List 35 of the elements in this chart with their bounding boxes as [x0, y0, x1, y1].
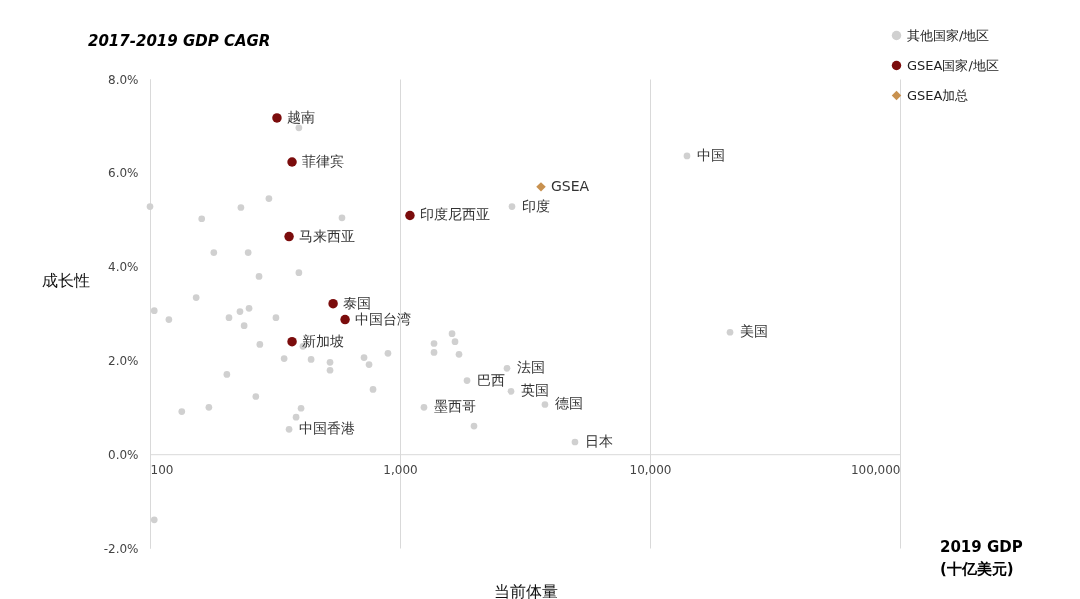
annotation: 越南	[286, 108, 315, 125]
annotation: 新加坡	[302, 332, 345, 349]
annotation: 巴西	[477, 371, 506, 388]
y-tick-label: 6.0%	[108, 166, 139, 181]
legend-label: 其他国家/地区	[907, 27, 990, 43]
annotation: 中国香港	[299, 420, 356, 437]
y-tick-label: -2.0%	[103, 541, 139, 556]
x-tick-label: 100	[150, 462, 174, 477]
annotation: 中国	[697, 146, 725, 163]
annotation: 菲律宾	[302, 153, 345, 170]
annotation: 印度	[521, 197, 550, 214]
annotation: 德国	[554, 395, 583, 412]
y-tick-label: 2.0%	[108, 353, 139, 368]
y-axis-title: 成长性	[41, 271, 90, 290]
x-tick-label: 10,000	[629, 462, 672, 477]
y-tick-label: 0.0%	[108, 447, 139, 462]
annotation: 马来西亚	[299, 227, 356, 244]
x-tick-label: 1,000	[383, 462, 418, 477]
annotation: 法国	[517, 359, 546, 376]
chart-title: 2017-2019 GDP CAGR	[88, 32, 271, 50]
annotation: 美国	[740, 323, 769, 340]
text: 2019 GDP (十亿美元)	[940, 538, 1023, 578]
y-tick-label: 4.0%	[108, 260, 139, 275]
annotation: 英国	[521, 382, 550, 399]
annotation: 墨西哥	[433, 398, 476, 415]
x-tick-label: 100,000	[850, 462, 901, 477]
y-tick-label: 8.0%	[108, 72, 139, 87]
annotation: GSEA	[550, 177, 590, 194]
annotation: 印度尼西亚	[419, 206, 490, 223]
x-axis-title: 当前体量	[493, 581, 558, 599]
annotation: 中国台湾	[355, 310, 412, 327]
legend-label: GSEA国家/地区	[907, 57, 999, 73]
annotation: 泰国	[343, 294, 372, 311]
annotation: 日本	[584, 433, 613, 450]
legend-label: GSEA加总	[907, 87, 969, 103]
